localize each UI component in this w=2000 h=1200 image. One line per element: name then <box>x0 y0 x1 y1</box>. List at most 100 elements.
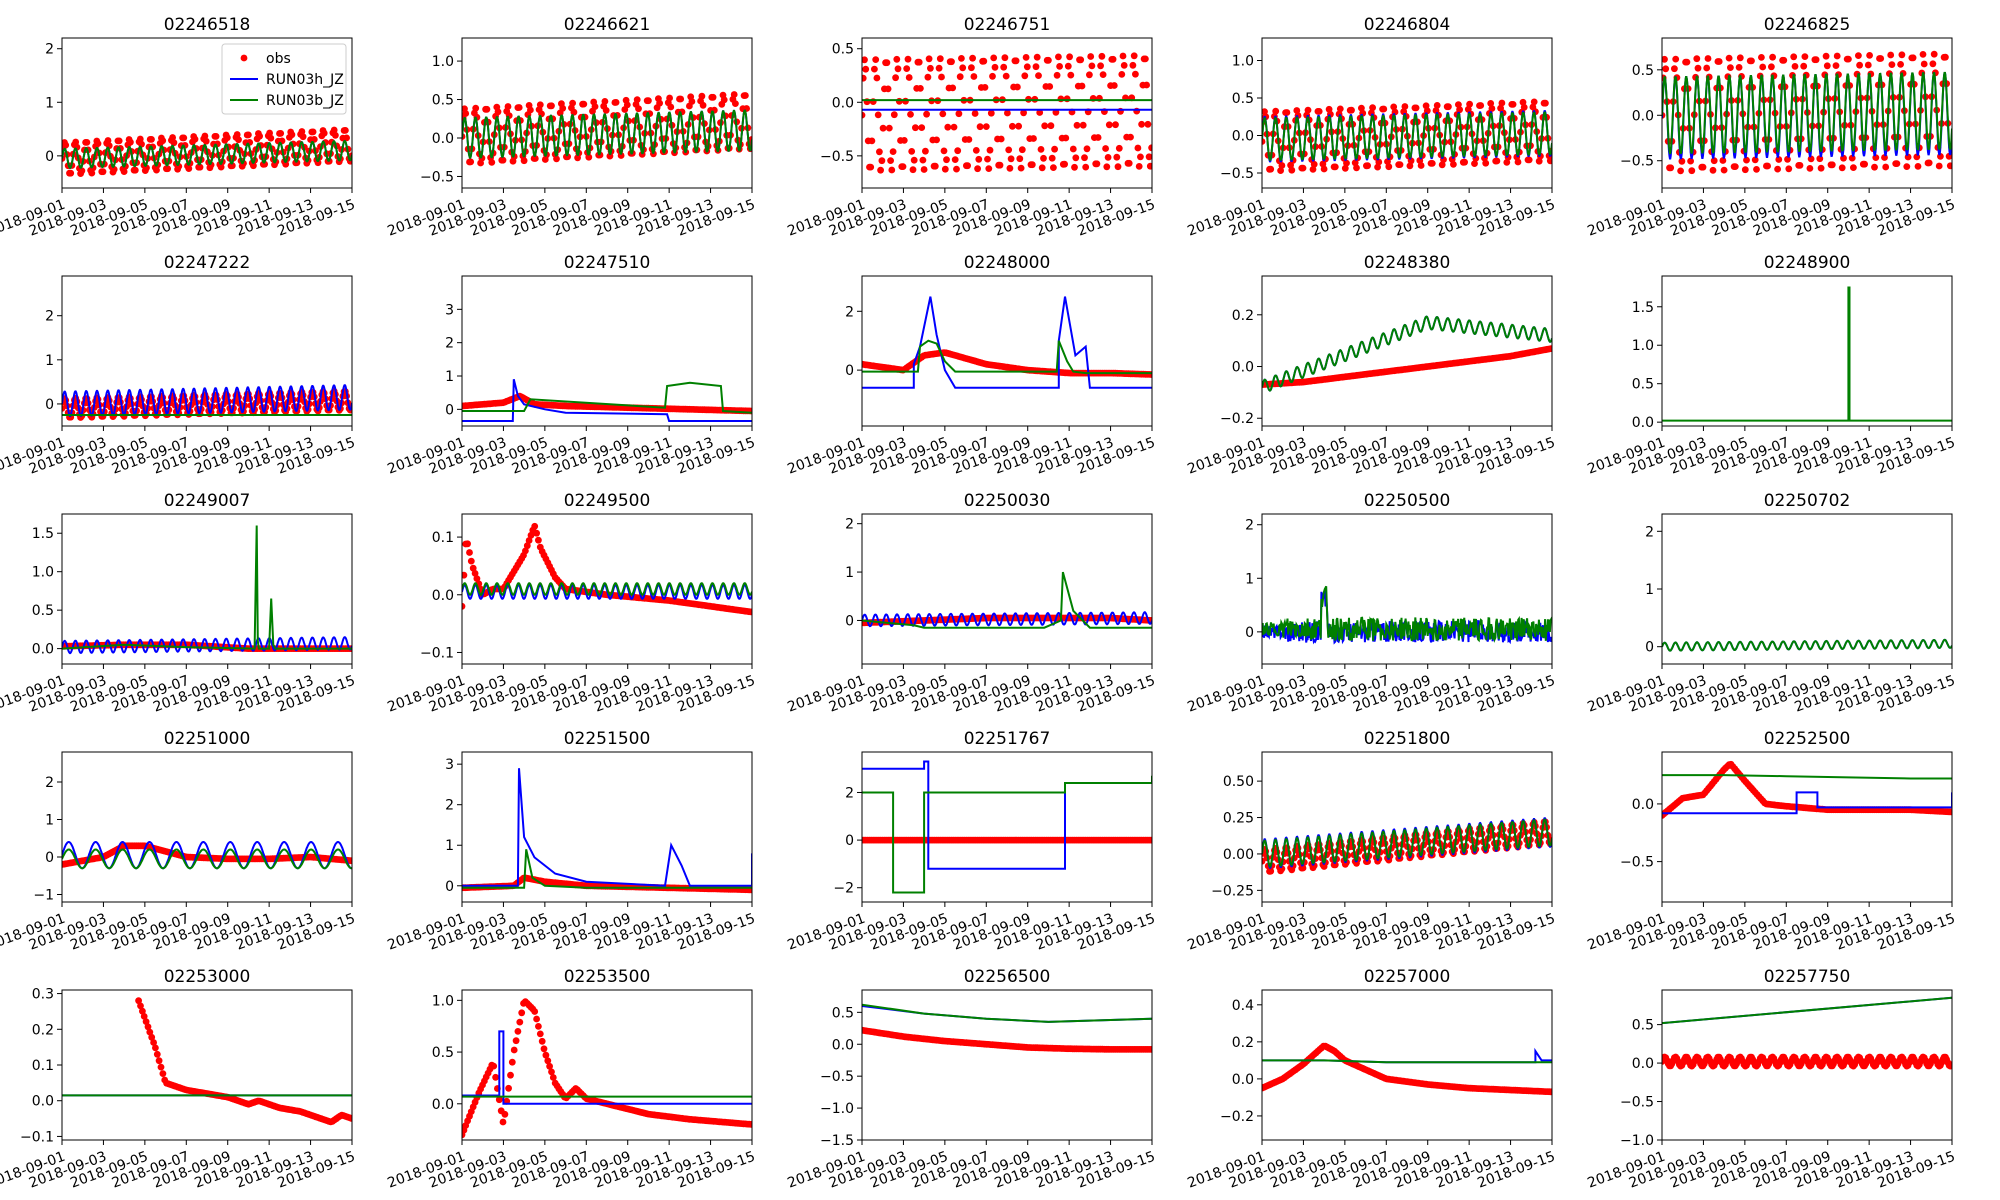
obs-point <box>1078 82 1086 90</box>
obs-point <box>159 1070 167 1077</box>
obs-point <box>915 58 923 66</box>
obs-point <box>1033 53 1041 61</box>
obs-point <box>185 165 193 173</box>
obs-point <box>1520 103 1528 111</box>
obs-point <box>1525 156 1533 164</box>
subplot-title: 02246621 <box>564 15 651 35</box>
obs-point <box>136 135 144 143</box>
obs-point <box>892 74 899 82</box>
obs-point <box>1040 154 1047 162</box>
obs-point <box>536 101 544 109</box>
obs-point <box>1143 81 1150 89</box>
obs-point <box>1796 162 1804 169</box>
obs-point <box>1063 95 1071 103</box>
ytick-label: −0.5 <box>820 149 854 165</box>
obs-point <box>1438 161 1446 169</box>
subplot-title: 02256500 <box>964 967 1051 987</box>
subplot-02246518: 022465180122018-09-012018-09-032018-09-0… <box>0 15 357 240</box>
legend: obs RUN03h_JZ RUN03b_JZ <box>221 43 347 115</box>
obs-point <box>1037 146 1045 153</box>
obs-point <box>1066 53 1073 61</box>
plot-area <box>862 760 1152 894</box>
obs-point <box>1112 121 1119 129</box>
obs-point <box>347 857 352 865</box>
obs-point <box>987 109 995 117</box>
obs-point <box>991 63 999 71</box>
ytick-label: 1 <box>845 565 854 581</box>
obs-point <box>1731 163 1739 171</box>
obs-point <box>536 1030 544 1038</box>
obs-point <box>483 105 491 113</box>
obs-point <box>939 110 947 118</box>
obs-point <box>1417 162 1425 169</box>
obs-point <box>1845 55 1852 63</box>
plot-area <box>462 998 752 1139</box>
ytick-label: 1.0 <box>1232 54 1254 70</box>
series-obs <box>62 126 352 178</box>
obs-point <box>1838 164 1846 172</box>
obs-point <box>867 163 875 171</box>
obs-point <box>1817 164 1825 172</box>
ytick-label: 0.0 <box>832 95 854 111</box>
obs-point <box>1768 63 1775 71</box>
obs-point <box>466 549 473 556</box>
obs-point <box>473 575 481 582</box>
obs-point <box>1897 61 1904 68</box>
obs-point <box>139 1007 146 1015</box>
obs-point <box>912 124 919 132</box>
obs-point <box>1057 95 1065 103</box>
series-RUN03b_JZ <box>1662 774 1952 780</box>
obs-point <box>580 100 588 108</box>
obs-point <box>920 166 928 173</box>
obs-point <box>1667 164 1675 172</box>
obs-point <box>997 135 1005 143</box>
obs-point <box>505 1084 512 1092</box>
obs-point <box>1138 120 1145 128</box>
obs-point <box>1102 145 1109 152</box>
obs-point <box>910 156 918 164</box>
obs-point <box>277 130 285 137</box>
obs-point <box>1812 56 1820 64</box>
ytick-label: 0.0 <box>1632 1056 1654 1072</box>
ytick-label: 1 <box>445 369 454 385</box>
obs-point <box>202 137 210 145</box>
obs-point <box>1546 157 1552 165</box>
plot-area <box>1262 315 1552 392</box>
obs-point <box>965 136 973 143</box>
obs-point <box>94 140 102 148</box>
ytick-label: 0 <box>845 363 854 379</box>
ytick-label: 1 <box>45 353 54 369</box>
obs-point <box>895 97 903 105</box>
obs-point <box>1022 54 1030 61</box>
obs-point <box>570 108 578 116</box>
obs-point <box>1288 166 1296 174</box>
obs-point <box>601 98 609 105</box>
obs-point <box>1774 165 1781 173</box>
obs-point <box>688 98 696 105</box>
obs-point <box>299 133 307 141</box>
obs-point <box>720 96 728 104</box>
plot-area <box>862 296 1152 389</box>
obs-point <box>1445 103 1452 111</box>
subplot-02256500: 02256500−1.5−1.0−0.50.00.52018-09-012018… <box>785 967 1157 1192</box>
axes-frame <box>1661 275 1953 427</box>
obs-point <box>971 110 979 117</box>
obs-point <box>1050 164 1057 172</box>
series-RUN03b_JZ <box>462 849 752 889</box>
obs-point <box>1051 145 1058 153</box>
ytick-label: 0.5 <box>1632 377 1654 393</box>
plot-area <box>1662 996 1952 1070</box>
axes-frame <box>861 989 1153 1141</box>
obs-point <box>1887 51 1895 59</box>
obs-point <box>462 571 468 579</box>
obs-point <box>950 123 958 131</box>
ytick-label: 0 <box>45 397 54 413</box>
obs-point <box>984 155 991 163</box>
series-RUN03b_JZ <box>1662 638 1952 652</box>
obs-point <box>1005 146 1013 154</box>
obs-point <box>918 124 926 131</box>
obs-point <box>1769 53 1776 61</box>
plot-area <box>62 384 352 421</box>
axes-frame <box>1261 751 1553 903</box>
obs-point <box>1806 165 1814 172</box>
